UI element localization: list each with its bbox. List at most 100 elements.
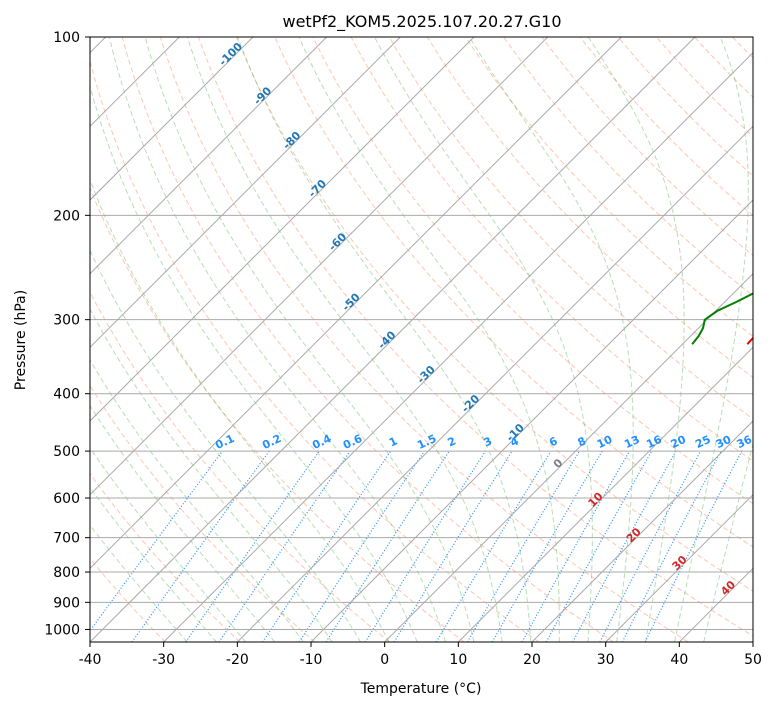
isotherm-label: -90 — [251, 84, 274, 107]
isotherm-label: 30 — [670, 553, 690, 573]
isotherm-line — [605, 493, 753, 642]
mixing-ratio-lines — [90, 450, 743, 642]
mixing-ratio-line — [521, 450, 631, 642]
moist-adiabat — [674, 37, 749, 642]
dry-adiabat — [656, 37, 753, 138]
isotherm-line — [90, 37, 622, 570]
isotherm-label: -60 — [326, 230, 349, 253]
moist-adiabat — [374, 37, 593, 642]
temperature-line — [746, 336, 753, 345]
isotherm-label: 10 — [586, 490, 606, 510]
isotherm-line — [163, 51, 753, 642]
isotherm-label: -50 — [340, 290, 363, 313]
mixing-ratio-label: 20 — [669, 433, 689, 451]
dry-adiabat — [121, 37, 614, 642]
dry-adiabat — [541, 37, 753, 257]
isotherm-line — [90, 37, 696, 642]
moist-adiabat — [144, 37, 475, 642]
moist-adiabat — [90, 358, 304, 642]
plot-frame — [89, 36, 754, 643]
mixing-ratio-label: 8 — [576, 434, 588, 449]
x-tick-label: -40 — [79, 652, 102, 668]
mixing-ratio-label: 1.5 — [415, 432, 438, 452]
dry-adiabat — [159, 37, 689, 642]
isotherm-line — [90, 37, 549, 496]
moist-adiabat — [90, 308, 333, 642]
isotherm-line — [236, 125, 753, 642]
plot-area: -100-90-80-70-60-50-40-30-20-10010203040… — [90, 37, 775, 642]
moist-adiabat — [90, 404, 275, 642]
mixing-ratio-line — [393, 450, 513, 642]
y-axis: 100 200 300 400 500 600 700 800 900 1000 — [44, 30, 90, 638]
isotherm-label: -30 — [415, 363, 438, 386]
dry-adiabats — [90, 37, 775, 642]
mixing-ratio-line — [131, 450, 270, 642]
mixing-ratio-labels: 0.1 0.2 0.4 0.6 1 1.5 2 3 4 6 8 10 13 16 20 25 30 36 — [213, 432, 753, 452]
isotherm-label: 40 — [718, 578, 738, 598]
moist-adiabat — [90, 447, 247, 642]
mixing-ratio-label: 25 — [693, 433, 712, 451]
dry-adiabat — [312, 37, 753, 505]
dry-adiabat — [236, 37, 753, 592]
mixing-ratio-line — [545, 450, 653, 642]
dry-adiabat — [274, 37, 753, 548]
x-tick-label: 40 — [670, 652, 688, 668]
dry-adiabat — [465, 37, 753, 337]
mixing-ratio-line — [262, 450, 392, 642]
x-tick-label: 50 — [744, 652, 762, 668]
x-tick-label: -10 — [300, 652, 323, 668]
isotherm-line — [457, 346, 753, 642]
mixing-ratio-line — [435, 450, 552, 642]
dewpoint-line — [691, 292, 753, 345]
profile-lines — [691, 292, 753, 345]
x-tick-label: 20 — [523, 652, 541, 668]
mixing-ratio-label: 0.2 — [260, 432, 283, 452]
mixing-ratio-line — [325, 450, 450, 642]
isotherm-line — [90, 37, 254, 201]
moist-adiabat — [90, 84, 418, 642]
y-tick-label: 600 — [53, 491, 80, 507]
dry-adiabat — [90, 59, 540, 642]
mixing-ratio-line — [364, 450, 486, 642]
x-tick-label: 10 — [449, 652, 467, 668]
pressure-gridlines — [90, 37, 753, 630]
dry-adiabat — [771, 37, 775, 642]
moist-adiabat — [108, 37, 446, 642]
mixing-ratio-label: 2 — [446, 434, 458, 449]
moist-adiabat — [90, 249, 362, 642]
moist-adiabat — [90, 178, 390, 642]
isotherm-line — [752, 641, 753, 642]
dry-adiabat — [426, 37, 753, 378]
y-tick-label: 200 — [53, 208, 80, 224]
x-tick-label: 0 — [380, 652, 389, 668]
mixing-ratio-line — [491, 450, 603, 642]
dry-adiabat — [503, 37, 753, 297]
mixing-ratio-line — [572, 450, 677, 642]
dry-adiabat — [90, 472, 241, 642]
isotherm-line — [310, 199, 753, 642]
mixing-ratio-line — [218, 450, 351, 642]
x-tick-label: 30 — [597, 652, 615, 668]
y-tick-label: 100 — [53, 30, 80, 46]
isotherm-line — [90, 37, 475, 422]
moist-adiabat — [186, 37, 503, 642]
moist-adiabat — [587, 37, 685, 642]
mixing-ratio-label: 30 — [714, 433, 734, 451]
isotherm-line — [90, 37, 328, 275]
mixing-ratio-label: 0.6 — [341, 432, 364, 452]
isotherm-label: -70 — [306, 177, 329, 200]
isotherm-label: -100 — [216, 40, 245, 69]
chart-title: wetPf2_KOM5.2025.107.20.27.G10 — [282, 12, 561, 32]
dry-adiabat — [90, 186, 465, 642]
isotherm-label: -20 — [459, 392, 482, 415]
moist-adiabat — [703, 441, 753, 642]
mixing-ratio-label: 1 — [387, 434, 399, 449]
dry-adiabat — [388, 37, 753, 420]
x-axis-title: Temperature (°C) — [360, 681, 482, 697]
y-tick-label: 1000 — [44, 622, 80, 638]
y-tick-label: 700 — [53, 531, 80, 547]
mixing-ratio-line — [466, 450, 580, 642]
x-axis: -40 -30 -20 -10 0 10 20 30 40 50 — [79, 642, 762, 668]
mixing-ratio-line — [90, 450, 223, 632]
x-tick-label: -30 — [152, 652, 175, 668]
